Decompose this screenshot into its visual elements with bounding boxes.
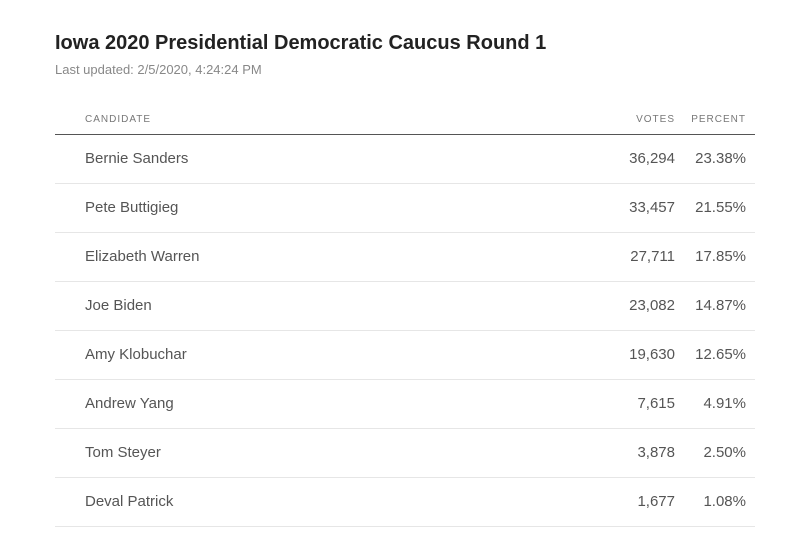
cell: Joe Biden xyxy=(85,297,152,314)
cell: Pete Buttigieg xyxy=(85,199,179,216)
results-table: CANDIDATE VOTES PERCENT Bernie Sanders 36,29… xyxy=(55,104,755,527)
row: Bernie Sanders 36,294 23.38% xyxy=(55,135,755,184)
row: Andrew Yang 7,615 4.91% xyxy=(55,380,755,429)
cell: 2.50% xyxy=(703,444,746,461)
cell: Bernie Sanders xyxy=(85,150,189,167)
cell: 36,294 xyxy=(629,150,675,167)
cell: 27,711 xyxy=(630,248,675,265)
cell: 19,630 xyxy=(629,346,675,363)
cell: 23,082 xyxy=(629,297,675,314)
cell: 1,677 xyxy=(637,493,675,510)
header-row: CANDIDATE VOTES PERCENT xyxy=(55,104,755,135)
cell: 1.08% xyxy=(703,493,746,510)
column-header: PERCENT xyxy=(691,114,746,125)
cell: Amy Klobuchar xyxy=(85,346,187,363)
row: Elizabeth Warren 27,711 17.85% xyxy=(55,233,755,282)
cell: Tom Steyer xyxy=(85,444,161,461)
cell: 7,615 xyxy=(637,395,675,412)
cell: 17.85% xyxy=(695,248,746,265)
row: Deval Patrick 1,677 1.08% xyxy=(55,478,755,527)
title: Iowa 2020 Presidential Democratic Caucus… xyxy=(55,32,547,54)
column-header: VOTES xyxy=(636,114,675,125)
cell: 23.38% xyxy=(695,150,746,167)
subtitle: Last updated: 2/5/2020, 4:24:24 PM xyxy=(55,62,262,77)
row: Pete Buttigieg 33,457 21.55% xyxy=(55,184,755,233)
cell: Elizabeth Warren xyxy=(85,248,200,265)
cell: 3,878 xyxy=(637,444,675,461)
cell: 21.55% xyxy=(695,199,746,216)
cell: 33,457 xyxy=(629,199,675,216)
row: Joe Biden 23,082 14.87% xyxy=(55,282,755,331)
cell: 14.87% xyxy=(695,297,746,314)
row: Tom Steyer 3,878 2.50% xyxy=(55,429,755,478)
cell: 12.65% xyxy=(695,346,746,363)
row: Amy Klobuchar 19,630 12.65% xyxy=(55,331,755,380)
cell: 4.91% xyxy=(703,395,746,412)
cell: Deval Patrick xyxy=(85,493,174,510)
column-header: CANDIDATE xyxy=(85,114,152,125)
cell: Andrew Yang xyxy=(85,395,174,412)
